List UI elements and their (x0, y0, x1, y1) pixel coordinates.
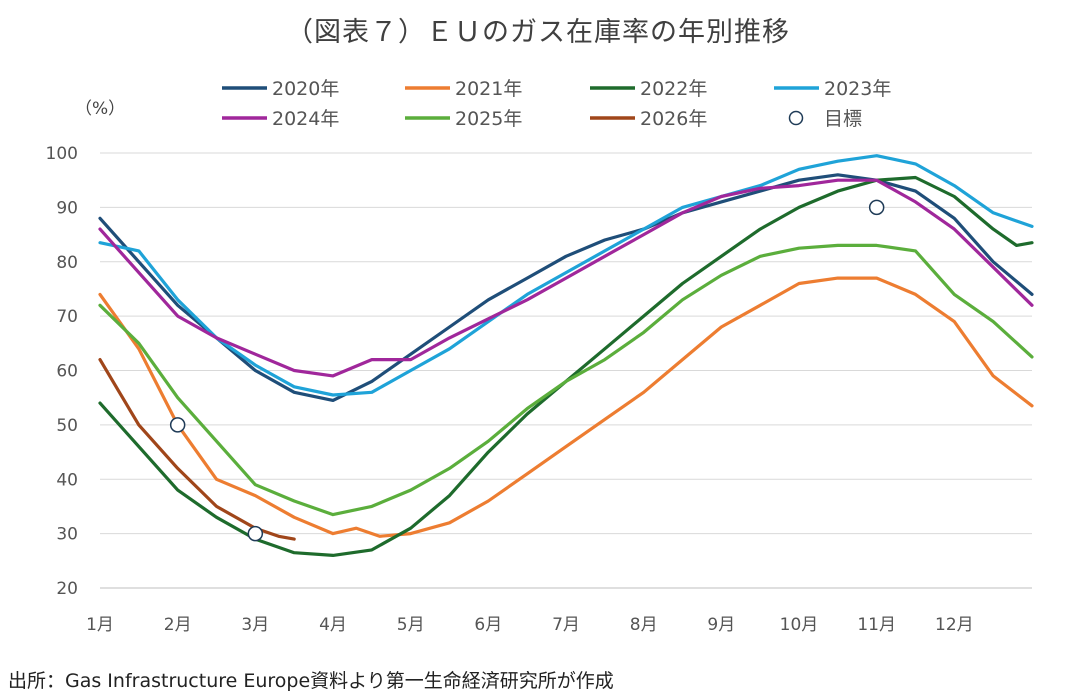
x-tick-label: 11月 (857, 615, 896, 635)
x-tick-label: 6月 (474, 615, 502, 635)
chart-title: （図表７）ＥＵのガス在庫率の年別推移 (286, 17, 790, 48)
legend-marker-目標 (788, 110, 804, 126)
series-line-2025年 (98, 243, 1034, 517)
x-tick-label: 2月 (164, 615, 192, 635)
y-axis-label: （%） (75, 99, 125, 119)
series-line-2026年 (98, 358, 296, 541)
target-marker (868, 199, 885, 216)
legend: 2020年 2021年 2022年 2023年 2024年 2025年 2026年 目標 (222, 78, 891, 130)
y-tick-label: 20 (56, 579, 78, 599)
legend-label: 2021年 (455, 78, 522, 100)
x-tick-label: 8月 (630, 615, 658, 635)
y-tick-label: 100 (46, 144, 78, 164)
legend-label: 2025年 (455, 108, 522, 130)
y-tick-label: 30 (56, 525, 78, 545)
y-tick-label: 90 (56, 198, 78, 218)
source-note: 出所：Gas Infrastructure Europe資料より第一生命経済研究… (8, 670, 614, 692)
legend-label: 2026年 (640, 108, 707, 130)
legend-label: 2023年 (824, 78, 891, 100)
x-tick-label: 5月 (397, 615, 425, 635)
series-line-2021年 (98, 276, 1034, 538)
legend-label: 2022年 (640, 78, 707, 100)
y-tick-label: 50 (56, 416, 78, 436)
series-line-2024年 (98, 178, 1034, 378)
x-tick-label: 4月 (319, 615, 347, 635)
target-marker (247, 525, 264, 542)
target-marker (169, 417, 186, 433)
y-axis-ticks: 20 30 40 50 60 70 80 90 100 (46, 144, 78, 599)
grid-lines (100, 152, 1032, 589)
series-line-2023年 (98, 154, 1034, 397)
x-tick-label: 7月 (552, 615, 580, 635)
legend-label: 目標 (824, 108, 862, 130)
series-line-2020年 (98, 173, 1034, 402)
x-tick-label: 1月 (86, 615, 114, 635)
y-tick-label: 40 (56, 470, 78, 490)
y-tick-label: 70 (56, 307, 78, 327)
y-tick-label: 60 (56, 362, 78, 382)
x-axis-ticks: 1月 2月 3月 4月 5月 6月 7月 8月 9月 10月 11月 12月 (86, 615, 974, 635)
series-lines (98, 154, 1034, 557)
series-line-2022年 (98, 175, 1034, 557)
x-tick-label: 9月 (707, 615, 735, 635)
y-tick-label: 80 (56, 253, 78, 273)
x-tick-label: 12月 (935, 615, 974, 635)
x-tick-label: 3月 (241, 615, 269, 635)
target-markers (169, 199, 885, 542)
legend-label: 2020年 (272, 78, 339, 100)
x-tick-label: 10月 (780, 615, 819, 635)
legend-label: 2024年 (272, 108, 339, 130)
